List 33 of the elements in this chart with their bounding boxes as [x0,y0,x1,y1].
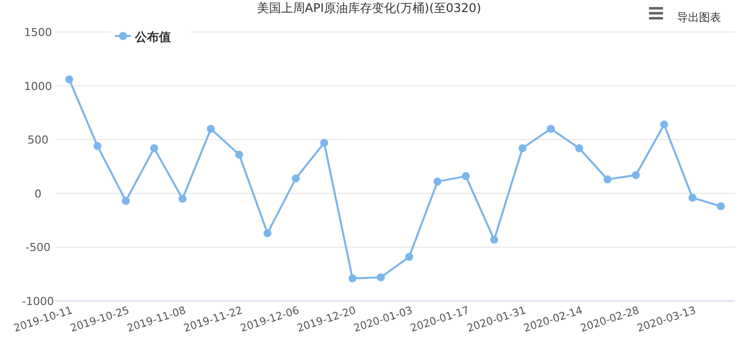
legend-label: 公布值 [134,30,171,44]
point [376,273,385,282]
point [150,144,158,152]
point [518,144,526,152]
point [292,174,300,182]
point [716,202,725,210]
point [660,120,668,129]
y-tick-label: 1000 [24,80,52,93]
point [348,274,356,282]
point [122,196,130,205]
point [575,144,584,152]
point [264,229,272,238]
point [178,194,186,203]
chart-title: 美国上周API原油库存变化(万桶)(至0320) [256,1,482,15]
point [462,172,470,180]
point [546,124,555,133]
text: 导出图表 [677,11,721,24]
point [434,178,442,186]
point [490,236,498,244]
y-tick-label: -1000 [22,295,54,308]
point [94,142,102,150]
y-tick-label: 1500 [24,26,52,39]
y-tick-label: 500 [28,134,48,147]
point [632,171,640,180]
point [206,124,215,133]
point [688,194,696,202]
y-tick-label: -500 [26,241,50,254]
point [235,150,244,159]
point [65,75,74,84]
point [320,138,328,147]
point [405,252,414,261]
y-tick-label: 0 [34,187,42,200]
point [604,175,612,184]
